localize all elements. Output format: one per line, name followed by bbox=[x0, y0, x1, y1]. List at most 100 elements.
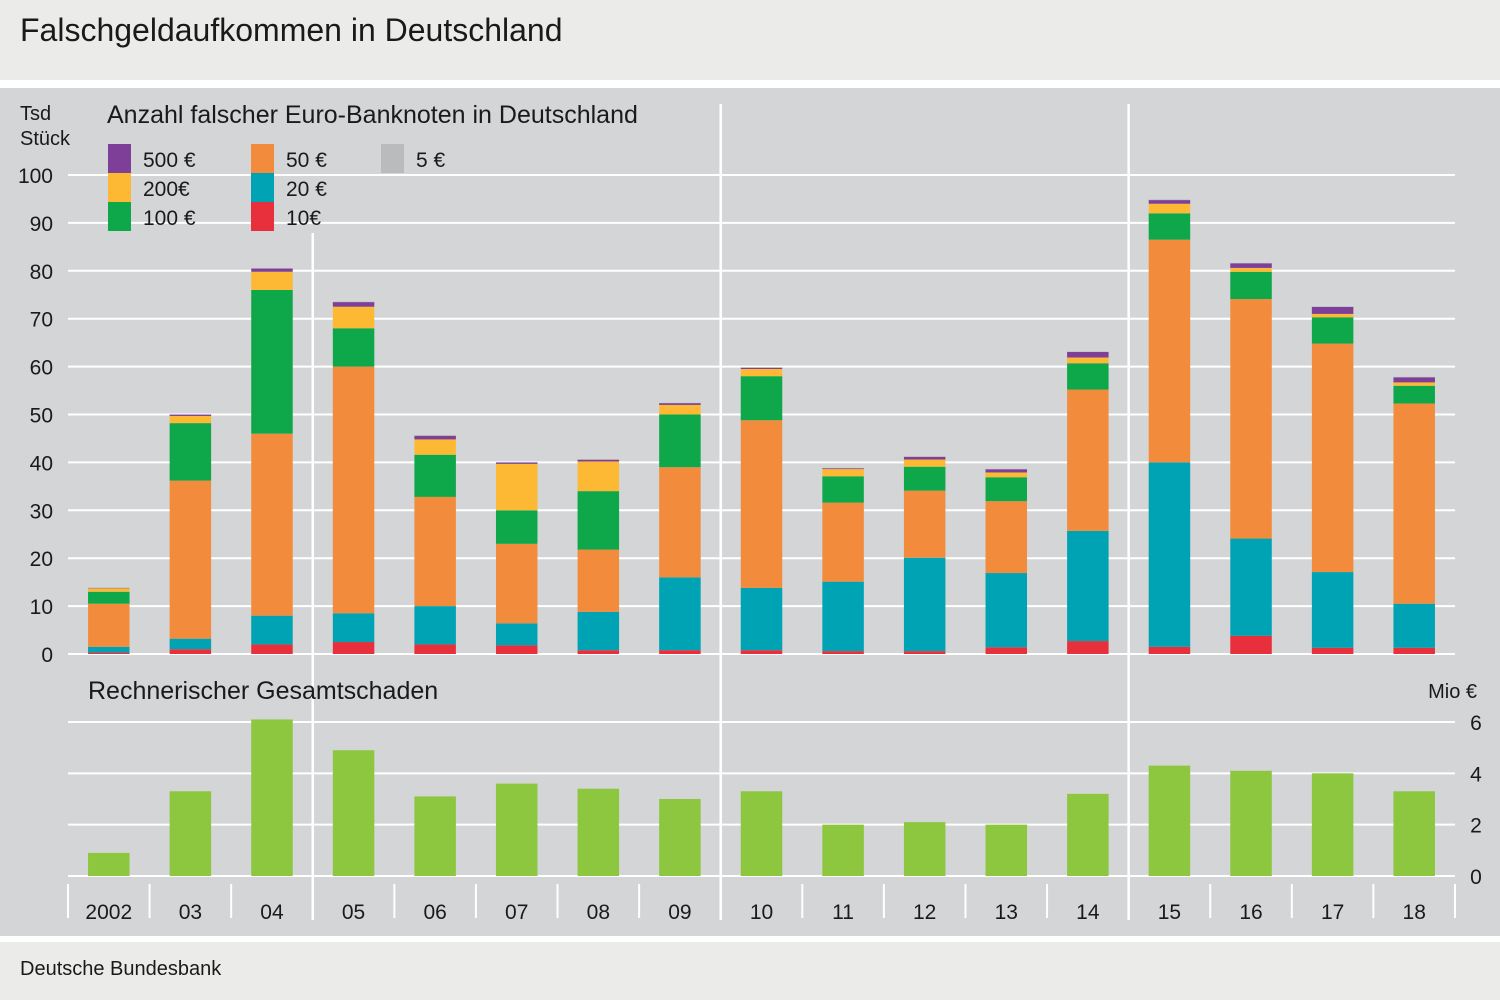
stack-segment bbox=[822, 476, 864, 503]
stack-segment bbox=[1148, 199, 1191, 201]
damage-bar bbox=[985, 824, 1028, 876]
stack-segment bbox=[822, 651, 864, 654]
top-chart-title: Anzahl falscher Euro-Banknoten in Deutsc… bbox=[107, 101, 638, 129]
x-category-label: 18 bbox=[1403, 901, 1426, 924]
source-note: Deutsche Bundesbank bbox=[20, 958, 222, 980]
stack-segment bbox=[740, 367, 783, 368]
damage-bar bbox=[1067, 793, 1109, 876]
stack-segment bbox=[577, 549, 620, 612]
top-ytick-label: 10 bbox=[30, 596, 53, 619]
damage-bar bbox=[1148, 765, 1191, 876]
stack-segment bbox=[495, 623, 538, 646]
x-category-label: 06 bbox=[423, 901, 446, 924]
stack-segment bbox=[985, 573, 1028, 648]
stack-segment bbox=[169, 480, 212, 639]
stack-segment bbox=[577, 459, 620, 462]
stack-segment bbox=[1311, 343, 1354, 573]
header-band bbox=[0, 0, 1500, 80]
stack-segment bbox=[1311, 306, 1354, 314]
stack-segment bbox=[577, 461, 620, 492]
stack-segment bbox=[577, 650, 620, 654]
stack-segment bbox=[495, 462, 538, 464]
stack-segment bbox=[659, 403, 701, 405]
bottom-ytick-label: 2 bbox=[1470, 815, 1482, 838]
stack-segment bbox=[88, 591, 130, 604]
stack-segment bbox=[251, 268, 293, 269]
stack-segment bbox=[1311, 317, 1354, 344]
damage-bar bbox=[169, 791, 212, 876]
x-category-label: 09 bbox=[668, 901, 691, 924]
top-ytick-label: 30 bbox=[30, 500, 53, 523]
stack-segment bbox=[251, 644, 293, 654]
stack-segment bbox=[1393, 603, 1435, 648]
damage-bar bbox=[659, 799, 701, 876]
legend-label: 50 € bbox=[286, 149, 327, 172]
stack-segment bbox=[88, 603, 130, 647]
x-category-label: 03 bbox=[179, 901, 202, 924]
stack-segment bbox=[1148, 239, 1191, 463]
stack-segment bbox=[1067, 530, 1109, 642]
legend-label: 200€ bbox=[143, 178, 190, 201]
x-category-label: 07 bbox=[505, 901, 528, 924]
stack-segment bbox=[1311, 306, 1354, 307]
legend-label: 5 € bbox=[416, 149, 446, 172]
stack-segment bbox=[251, 289, 293, 434]
stack-segment bbox=[414, 454, 456, 497]
x-category-label: 05 bbox=[342, 901, 365, 924]
damage-bar bbox=[903, 822, 946, 876]
top-ytick-label: 70 bbox=[30, 309, 53, 332]
stack-segment bbox=[495, 543, 538, 624]
stack-segment bbox=[1393, 376, 1435, 378]
stack-segment bbox=[1393, 647, 1435, 654]
stack-segment bbox=[659, 577, 701, 651]
stack-segment bbox=[740, 376, 783, 421]
legend-label: 500 € bbox=[143, 149, 196, 172]
stack-segment bbox=[659, 650, 701, 654]
bottom-ytick-label: 6 bbox=[1470, 712, 1482, 735]
stack-segment bbox=[251, 615, 293, 645]
top-ytick-label: 100 bbox=[18, 165, 53, 188]
stack-segment bbox=[332, 301, 375, 303]
stack-segment bbox=[740, 587, 783, 651]
x-category-label: 15 bbox=[1158, 901, 1181, 924]
stack-segment bbox=[414, 435, 456, 436]
stack-segment bbox=[1067, 363, 1109, 390]
stack-segment bbox=[903, 456, 946, 457]
stack-segment bbox=[903, 456, 946, 460]
stack-segment bbox=[740, 420, 783, 588]
stack-segment bbox=[169, 638, 212, 650]
stack-segment bbox=[822, 581, 864, 652]
stack-segment bbox=[822, 502, 864, 582]
x-category-label: 11 bbox=[832, 901, 854, 924]
stack-segment bbox=[495, 463, 538, 511]
damage-bar bbox=[251, 719, 293, 876]
stack-segment bbox=[1230, 262, 1272, 264]
stack-segment bbox=[414, 644, 456, 654]
stack-segment bbox=[1230, 538, 1272, 636]
damage-bar bbox=[1311, 773, 1354, 876]
x-category-label: 08 bbox=[587, 901, 610, 924]
stack-segment bbox=[659, 404, 701, 415]
stack-segment bbox=[1230, 267, 1272, 272]
stack-segment bbox=[414, 439, 456, 455]
stack-segment bbox=[169, 414, 212, 415]
stack-segment bbox=[985, 469, 1028, 473]
stack-segment bbox=[985, 647, 1028, 654]
stack-segment bbox=[88, 646, 130, 653]
top-y-unit-line2: Stück bbox=[20, 128, 71, 150]
bottom-ytick-label: 0 bbox=[1470, 866, 1482, 889]
stack-segment bbox=[495, 510, 538, 544]
damage-bar bbox=[332, 750, 375, 876]
legend-swatch bbox=[108, 144, 131, 173]
stack-segment bbox=[332, 613, 375, 643]
bottom-chart-title: Rechnerischer Gesamtschaden bbox=[88, 677, 438, 705]
legend-label: 20 € bbox=[286, 178, 327, 201]
stack-segment bbox=[1393, 403, 1435, 604]
legend-swatch bbox=[381, 144, 404, 173]
stack-segment bbox=[985, 501, 1028, 574]
top-ytick-label: 80 bbox=[30, 261, 53, 284]
stack-segment bbox=[332, 366, 375, 614]
stack-segment bbox=[903, 490, 946, 558]
stack-segment bbox=[659, 414, 701, 468]
